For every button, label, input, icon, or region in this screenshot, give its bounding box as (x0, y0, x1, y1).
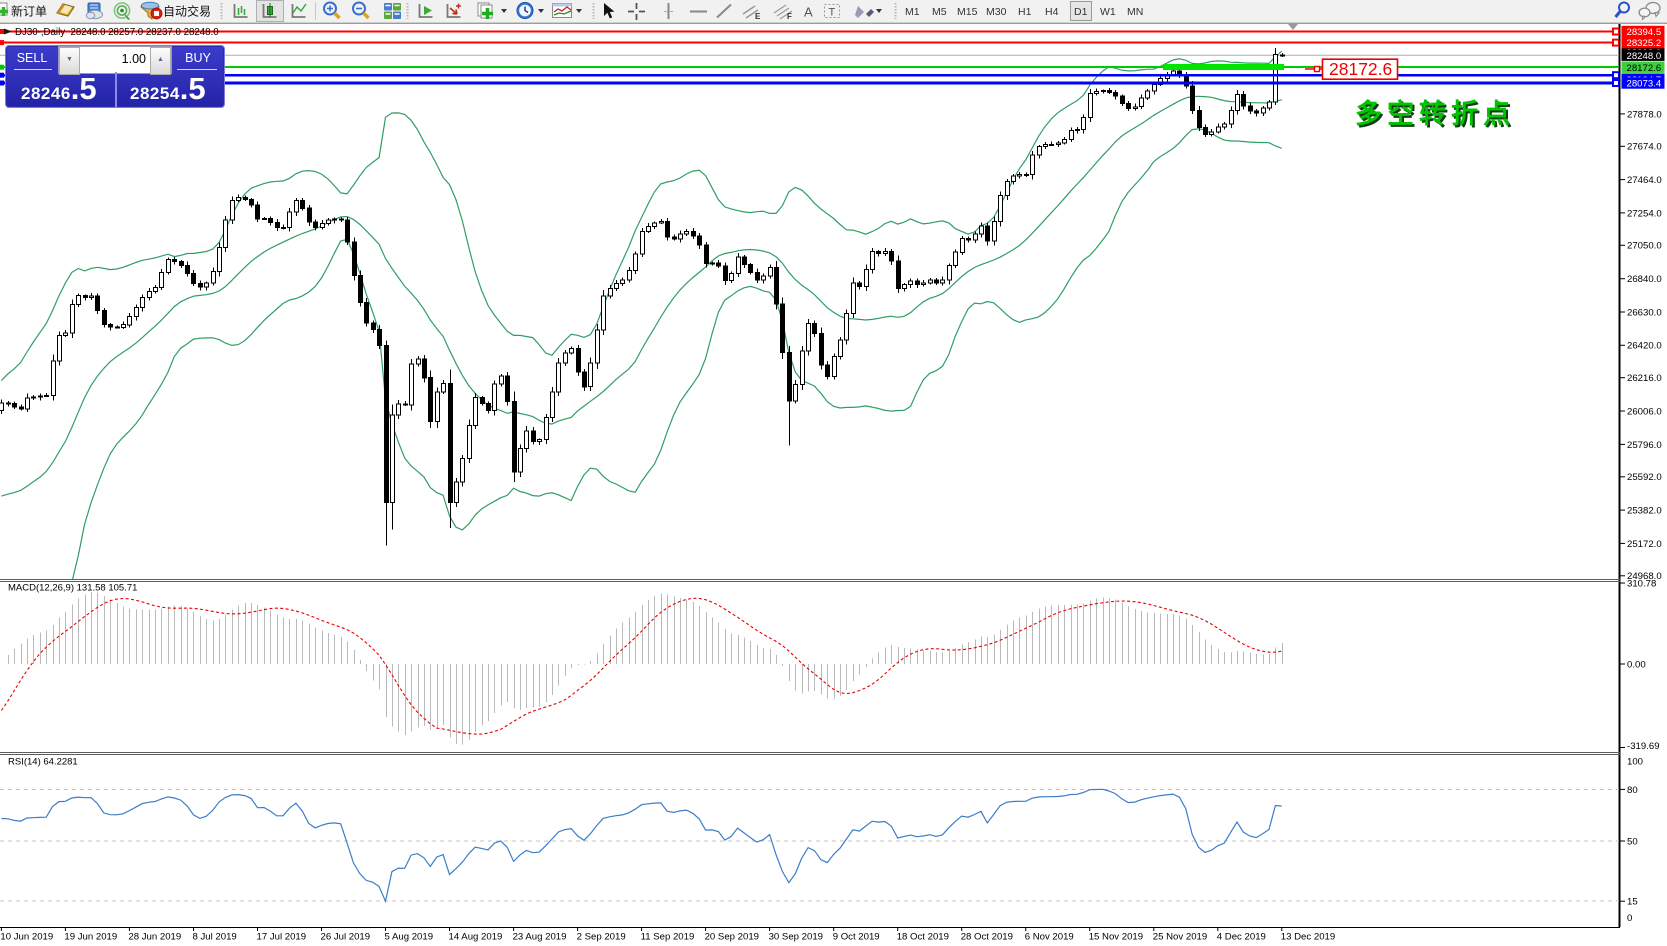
svg-text:T: T (829, 7, 836, 19)
svg-text:D1: D1 (1074, 6, 1088, 18)
svg-text:26216.0: 26216.0 (1627, 373, 1662, 384)
svg-text:100: 100 (1627, 756, 1643, 767)
svg-text:新订单: 新订单 (11, 4, 47, 19)
svg-text:15 Nov 2019: 15 Nov 2019 (1089, 932, 1143, 943)
svg-text:5 Aug 2019: 5 Aug 2019 (385, 932, 434, 943)
svg-text:28134.7: 28134.7 (1627, 75, 1662, 86)
svg-text:26006.0: 26006.0 (1627, 406, 1662, 417)
svg-text:28 Oct 2019: 28 Oct 2019 (961, 932, 1013, 943)
svg-text:A: A (804, 5, 813, 20)
svg-text:M1: M1 (905, 6, 920, 18)
svg-text:11 Sep 2019: 11 Sep 2019 (641, 932, 695, 943)
svg-text:27674.0: 27674.0 (1627, 142, 1662, 153)
svg-text:17 Jul 2019: 17 Jul 2019 (257, 932, 307, 943)
svg-text:MACD(12,26,9) 131.58 105.71: MACD(12,26,9) 131.58 105.71 (8, 583, 137, 594)
svg-text:27464.0: 27464.0 (1627, 175, 1662, 186)
svg-text:28325.2: 28325.2 (1627, 38, 1662, 49)
svg-text:-319.69: -319.69 (1627, 741, 1660, 752)
svg-text:26630.0: 26630.0 (1627, 307, 1662, 318)
svg-text:DJ30-,Daily 28248.0 28257.0 2: DJ30-,Daily 28248.0 28257.0 28237.0 2824… (15, 27, 219, 38)
svg-text:9 Oct 2019: 9 Oct 2019 (833, 932, 880, 943)
svg-text:18 Oct 2019: 18 Oct 2019 (897, 932, 949, 943)
svg-text:M30: M30 (986, 6, 1007, 18)
svg-text:30 Sep 2019: 30 Sep 2019 (769, 932, 823, 943)
svg-text:80: 80 (1627, 785, 1638, 796)
svg-text:28 Jun 2019: 28 Jun 2019 (128, 932, 181, 943)
svg-text:26840.0: 26840.0 (1627, 274, 1662, 285)
svg-text:24968.0: 24968.0 (1627, 571, 1662, 582)
svg-text:H4: H4 (1045, 6, 1059, 18)
svg-text:25172.0: 25172.0 (1627, 539, 1662, 550)
svg-text:28172.6: 28172.6 (1627, 63, 1662, 74)
svg-text:23 Aug 2019: 23 Aug 2019 (513, 932, 567, 943)
svg-text:0: 0 (1627, 913, 1632, 924)
svg-text:2 Sep 2019: 2 Sep 2019 (577, 932, 626, 943)
svg-text:28073.4: 28073.4 (1627, 79, 1662, 90)
svg-text:0.00: 0.00 (1627, 660, 1646, 671)
svg-text:多空转折点: 多空转折点 (1355, 98, 1515, 129)
svg-text:F: F (787, 12, 792, 21)
svg-text:M15: M15 (957, 6, 978, 18)
svg-text:25592.0: 25592.0 (1627, 472, 1662, 483)
svg-text:25382.0: 25382.0 (1627, 506, 1662, 517)
svg-text:25796.0: 25796.0 (1627, 440, 1662, 451)
svg-text:6 Nov 2019: 6 Nov 2019 (1025, 932, 1074, 943)
svg-text:20 Sep 2019: 20 Sep 2019 (705, 932, 759, 943)
svg-text:28292.0: 28292.0 (1627, 48, 1662, 59)
svg-text:H1: H1 (1018, 6, 1032, 18)
svg-text:10 Jun 2019: 10 Jun 2019 (0, 932, 53, 943)
svg-text:28172.6: 28172.6 (1329, 59, 1392, 79)
svg-text:26 Jul 2019: 26 Jul 2019 (321, 932, 371, 943)
svg-text:8 Jul 2019: 8 Jul 2019 (193, 932, 237, 943)
svg-text:自动交易: 自动交易 (163, 4, 211, 19)
svg-text:E: E (755, 12, 761, 21)
svg-text:27878.0: 27878.0 (1627, 109, 1662, 120)
svg-text:27050.0: 27050.0 (1627, 241, 1662, 252)
svg-text:50: 50 (1627, 836, 1638, 847)
svg-text:19 Jun 2019: 19 Jun 2019 (64, 932, 117, 943)
svg-text:W1: W1 (1100, 6, 1116, 18)
svg-text:多空转折点: 多空转折点 (1357, 100, 1517, 131)
svg-text:310.78: 310.78 (1627, 579, 1656, 590)
svg-text:13 Dec 2019: 13 Dec 2019 (1281, 932, 1335, 943)
svg-text:27254.0: 27254.0 (1627, 208, 1662, 219)
svg-text:15: 15 (1627, 897, 1638, 908)
svg-text:MN: MN (1127, 6, 1143, 18)
svg-text:14 Aug 2019: 14 Aug 2019 (449, 932, 503, 943)
svg-text:28248.0: 28248.0 (1627, 51, 1662, 62)
svg-text:M5: M5 (932, 6, 947, 18)
svg-text:28394.5: 28394.5 (1627, 27, 1662, 38)
svg-text:RSI(14) 64.2281: RSI(14) 64.2281 (8, 757, 78, 768)
svg-text:4 Dec 2019: 4 Dec 2019 (1217, 932, 1266, 943)
svg-text:25 Nov 2019: 25 Nov 2019 (1153, 932, 1207, 943)
svg-text:26420.0: 26420.0 (1627, 341, 1662, 352)
